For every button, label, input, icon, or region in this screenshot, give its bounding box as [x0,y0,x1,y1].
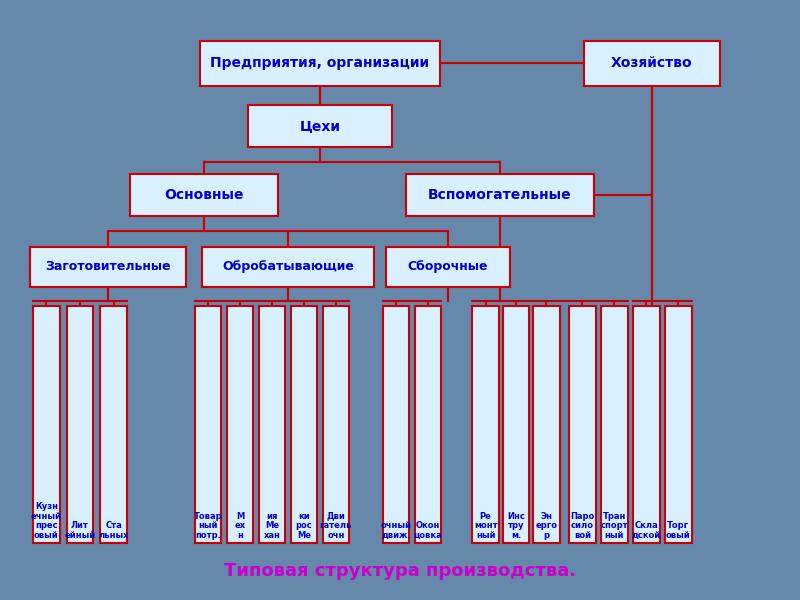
Text: Хозяйство: Хозяйство [611,56,693,70]
Text: Вспомогательные: Вспомогательные [428,188,572,202]
Text: Предприятия, организации: Предприятия, организации [210,56,430,70]
FancyBboxPatch shape [30,247,186,287]
FancyBboxPatch shape [503,306,530,543]
Text: Тран
спорт
ный: Тран спорт ный [601,512,628,540]
Text: Торг
овый: Торг овый [666,521,690,540]
FancyBboxPatch shape [259,306,286,543]
FancyBboxPatch shape [415,306,442,543]
FancyBboxPatch shape [570,306,595,543]
Text: очный
движ.: очный движ. [381,521,411,540]
Text: ия
Ме
хан: ия Ме хан [263,512,281,540]
Text: М
ех
н: М ех н [234,512,246,540]
FancyBboxPatch shape [666,306,691,543]
FancyBboxPatch shape [130,174,278,216]
Text: Заготовительные: Заготовительные [45,260,171,274]
FancyBboxPatch shape [195,306,221,543]
FancyBboxPatch shape [248,105,392,147]
Text: Окон
цовка: Окон цовка [414,521,442,540]
FancyBboxPatch shape [634,306,660,543]
Text: Лит
ейный: Лит ейный [64,521,96,540]
Text: Цехи: Цехи [299,119,341,133]
Text: Эн
ерго
р: Эн ерго р [535,512,558,540]
Text: Ста
льных: Ста льных [98,521,129,540]
FancyBboxPatch shape [383,306,409,543]
FancyBboxPatch shape [534,306,560,543]
Text: Сборочные: Сборочные [408,260,488,274]
FancyBboxPatch shape [202,247,374,287]
FancyBboxPatch shape [322,306,349,543]
FancyBboxPatch shape [291,306,317,543]
FancyBboxPatch shape [602,306,628,543]
Text: Товар
ный
потр.: Товар ный потр. [194,512,222,540]
FancyBboxPatch shape [200,40,440,85]
Text: Дви
гатель
очн: Дви гатель очн [320,512,352,540]
Text: Ре
монт
ный: Ре монт ный [474,512,498,540]
Text: Основные: Основные [164,188,244,202]
FancyBboxPatch shape [34,306,60,543]
Text: Типовая структура производства.: Типовая структура производства. [224,562,576,580]
Text: Инс
тру
м.: Инс тру м. [507,512,525,540]
FancyBboxPatch shape [386,247,510,287]
FancyBboxPatch shape [406,174,594,216]
FancyBboxPatch shape [67,306,93,543]
FancyBboxPatch shape [472,306,499,543]
Text: ки
рос
Ме: ки рос Ме [296,512,312,540]
FancyBboxPatch shape [584,40,720,85]
Text: Кузн
ечный
прес
овый: Кузн ечный прес овый [31,502,62,540]
FancyBboxPatch shape [227,306,253,543]
FancyBboxPatch shape [101,306,126,543]
Text: Обробатывающие: Обробатывающие [222,260,354,274]
Text: Паро
сило
вой: Паро сило вой [570,512,594,540]
Text: Скла
дской: Скла дской [632,521,661,540]
